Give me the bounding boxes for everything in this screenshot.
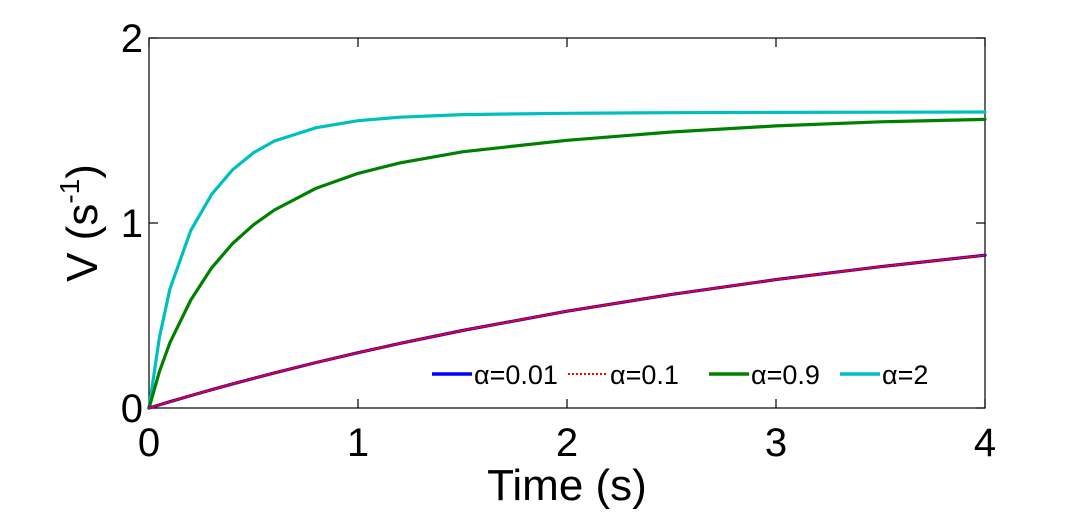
x-tick-label: 1 [347,421,369,465]
x-axis-label: Time (s) [487,461,647,510]
series-line [147,110,987,410]
plot-area [148,37,986,409]
y-tick-label: 2 [121,17,143,61]
series-lines [147,110,987,410]
y-axis-label: V (s-1) [54,164,107,282]
series-line [147,117,987,410]
x-tick-label: 3 [765,421,787,465]
y-tick-label: 0 [121,387,143,431]
x-tick-label: 4 [974,421,996,465]
tick-labels: 0 1 2 3 4 0 1 2 [121,17,996,465]
legend-label: α=0.01 [474,360,558,390]
y-axis-label-end: ) [58,164,107,179]
legend-label: α=2 [882,360,928,390]
y-axis-label-main: V (s [58,204,107,282]
legend: α=0.01 α=0.1 α=0.9 α=2 [432,360,928,390]
y-axis-label-superscript: -1 [54,179,85,204]
x-tick-label: 2 [556,421,578,465]
legend-label: α=0.9 [751,360,820,390]
x-tick-label: 0 [138,421,160,465]
series-line [148,254,986,409]
legend-label: α=0.1 [610,360,679,390]
y-tick-label: 1 [121,202,143,246]
